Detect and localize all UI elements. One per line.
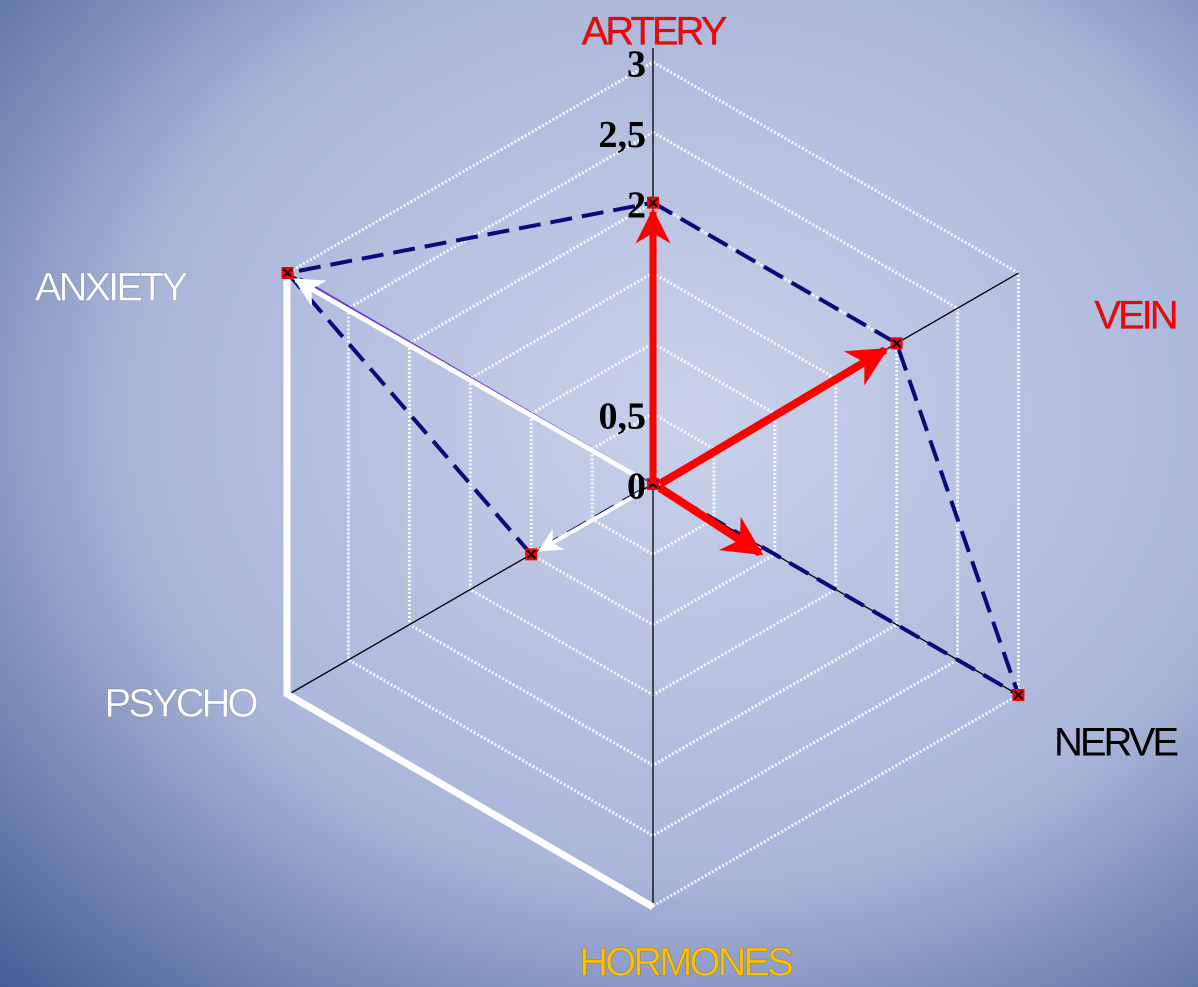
tick-label: 0 (627, 466, 646, 508)
category-label: NERVE (1054, 721, 1177, 765)
category-label: ARTERY (582, 10, 727, 54)
marker-part (891, 338, 902, 349)
data-point (890, 337, 903, 350)
highlight-edge (283, 270, 655, 911)
tick-label: 2,5 (599, 114, 647, 156)
arrows (293, 208, 889, 557)
marker-part (282, 268, 293, 278)
category-label: VEIN (1094, 294, 1175, 338)
arrow (657, 484, 764, 557)
marker-part (526, 549, 536, 560)
data-point (525, 548, 538, 561)
marker-part (648, 197, 658, 208)
data-point (647, 196, 659, 209)
category-label: HORMONES (579, 941, 792, 985)
arrow (657, 346, 889, 488)
data-point (1012, 689, 1025, 701)
tick-label: 3 (627, 44, 646, 86)
category-label: ANXIETY (35, 266, 187, 310)
tick-label: 2 (627, 184, 646, 226)
tick-label: 0,5 (599, 395, 647, 437)
arrow (537, 488, 646, 552)
arrow (293, 277, 642, 481)
category-label: PSYCHO (105, 682, 258, 726)
data-point (281, 267, 294, 279)
marker-part (1013, 690, 1024, 700)
